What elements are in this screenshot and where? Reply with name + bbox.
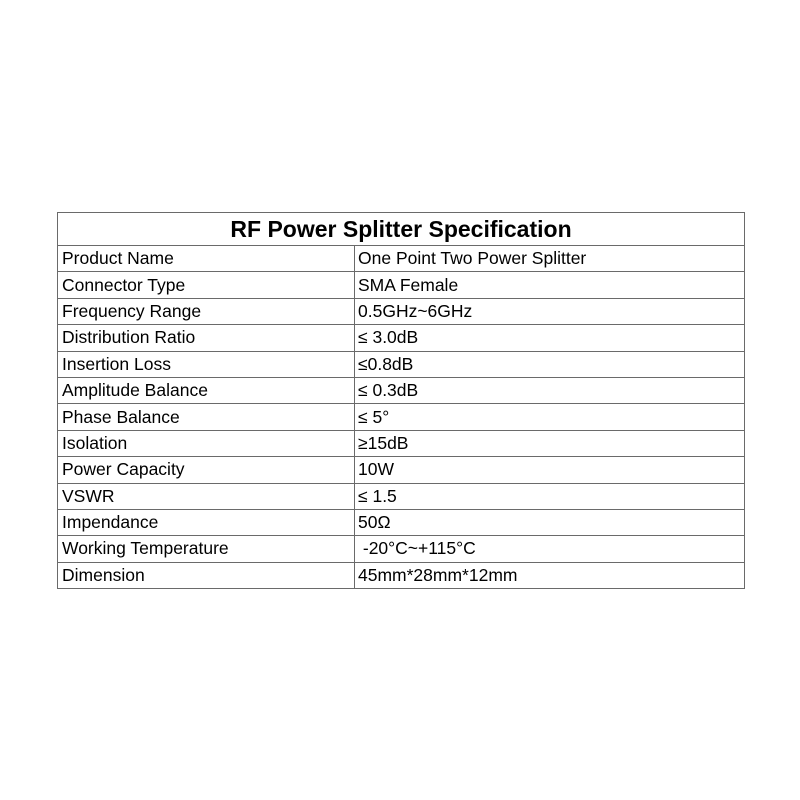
spec-label: Product Name [57, 244, 355, 273]
title-row: RF Power Splitter Specification [56, 212, 746, 246]
table-row: Impendance 50Ω [57, 508, 746, 537]
spec-label: Power Capacity [57, 456, 355, 484]
spec-label: Isolation [57, 429, 355, 458]
spec-value: ≤0.8dB [353, 350, 746, 378]
table-row: Insertion Loss ≤0.8dB [57, 350, 746, 378]
spec-label: Working Temperature [57, 535, 355, 563]
spec-label: Connector Type [57, 271, 355, 299]
spec-value: 10W [353, 456, 746, 484]
table-row: Product Name One Point Two Power Splitter [57, 244, 746, 273]
spec-label: VSWR [57, 482, 355, 510]
spec-value: 0.5GHz~6GHz [353, 297, 746, 326]
table-row: VSWR ≤ 1.5 [57, 482, 746, 510]
spec-label: Phase Balance [57, 403, 355, 431]
spec-value: -20°C~+115°C [353, 535, 746, 563]
spec-value: 45mm*28mm*12mm [353, 561, 746, 590]
spec-value: ≥15dB [353, 429, 746, 458]
table-row: Connector Type SMA Female [57, 271, 746, 299]
table-row: Frequency Range 0.5GHz~6GHz [57, 297, 746, 326]
spec-label: Impendance [57, 508, 355, 537]
table-title: RF Power Splitter Specification [56, 212, 746, 246]
spec-value: SMA Female [353, 271, 746, 299]
spec-value: One Point Two Power Splitter [353, 244, 746, 273]
spec-value: 50Ω [353, 508, 746, 537]
table-row: Power Capacity 10W [57, 456, 746, 484]
spec-value: ≤ 1.5 [353, 482, 746, 510]
spec-value: ≤ 0.3dB [353, 376, 746, 405]
spec-value: ≤ 5° [353, 403, 746, 431]
table-row: Distribution Ratio ≤ 3.0dB [57, 324, 746, 352]
table-row: Isolation ≥15dB [57, 429, 746, 458]
spec-label: Insertion Loss [57, 350, 355, 378]
spec-label: Distribution Ratio [57, 324, 355, 352]
spec-label: Frequency Range [57, 297, 355, 326]
table-row: Amplitude Balance ≤ 0.3dB [57, 376, 746, 405]
table-row: Working Temperature -20°C~+115°C [57, 535, 746, 563]
spec-value: ≤ 3.0dB [353, 324, 746, 352]
table-row: Dimension 45mm*28mm*12mm [57, 561, 746, 590]
spec-table: RF Power Splitter Specification Product … [56, 212, 746, 590]
spec-label: Amplitude Balance [57, 376, 355, 405]
table-row: Phase Balance ≤ 5° [57, 403, 746, 431]
spec-label: Dimension [57, 561, 355, 590]
